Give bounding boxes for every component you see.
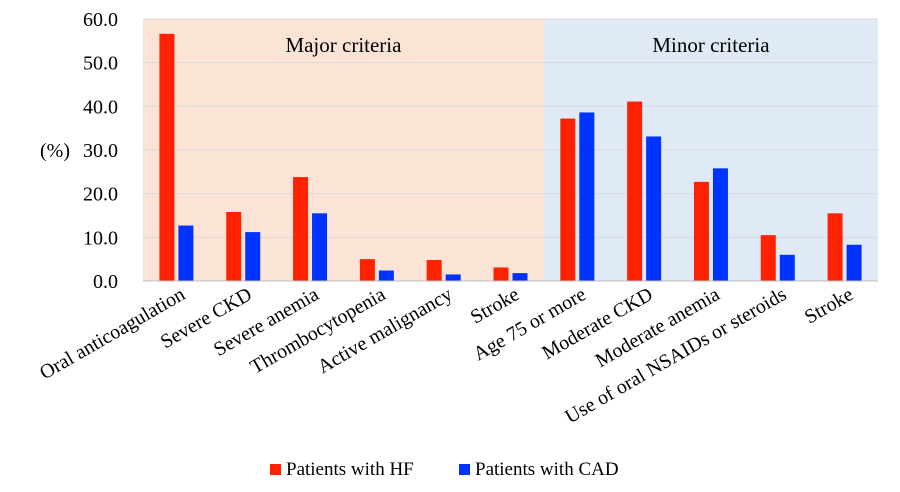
y-tick-label: 60.0 bbox=[83, 9, 118, 31]
y-tick-label: 0.0 bbox=[93, 271, 118, 293]
bar-hf-9 bbox=[760, 235, 776, 281]
legend-swatch-cad bbox=[459, 464, 470, 475]
bar-cad-6 bbox=[579, 112, 595, 282]
y-tick-label: 30.0 bbox=[83, 140, 118, 162]
y-axis-label: (%) bbox=[40, 140, 70, 162]
bar-cad-4 bbox=[445, 274, 461, 281]
bars bbox=[159, 33, 862, 282]
region-1-label: Minor criteria bbox=[652, 33, 770, 57]
bar-hf-7 bbox=[627, 101, 643, 281]
y-tick-label: 10.0 bbox=[83, 227, 118, 249]
bar-hf-1 bbox=[226, 212, 242, 281]
bar-hf-10 bbox=[827, 213, 843, 281]
bar-cad-10 bbox=[846, 244, 862, 281]
x-tick-label: Stroke bbox=[801, 283, 857, 328]
y-tick-label: 50.0 bbox=[83, 53, 118, 75]
bar-cad-0 bbox=[178, 225, 194, 281]
bar-hf-8 bbox=[693, 181, 709, 281]
bar-cad-8 bbox=[712, 168, 728, 281]
y-tick-label: 40.0 bbox=[83, 96, 118, 118]
legend: Patients with HF Patients with CAD bbox=[270, 459, 619, 480]
bar-hf-6 bbox=[560, 118, 576, 281]
bar-cad-1 bbox=[245, 232, 261, 281]
legend-label-hf: Patients with HF bbox=[286, 459, 414, 480]
bar-cad-5 bbox=[512, 273, 528, 281]
bar-hf-4 bbox=[426, 260, 442, 281]
legend-label-cad: Patients with CAD bbox=[475, 459, 619, 480]
bar-cad-3 bbox=[378, 270, 394, 281]
bar-hf-2 bbox=[293, 177, 309, 281]
bar-hf-3 bbox=[359, 259, 375, 281]
bar-cad-7 bbox=[646, 136, 662, 281]
x-tick-label: Age 75 or more bbox=[470, 283, 590, 365]
bar-cad-9 bbox=[779, 254, 795, 281]
legend-swatch-hf bbox=[270, 464, 281, 475]
region-0-label: Major criteria bbox=[285, 33, 402, 57]
bar-hf-5 bbox=[493, 267, 509, 281]
y-tick-label: 20.0 bbox=[83, 184, 118, 206]
bar-hf-0 bbox=[159, 33, 175, 282]
bar-cad-2 bbox=[312, 213, 328, 281]
